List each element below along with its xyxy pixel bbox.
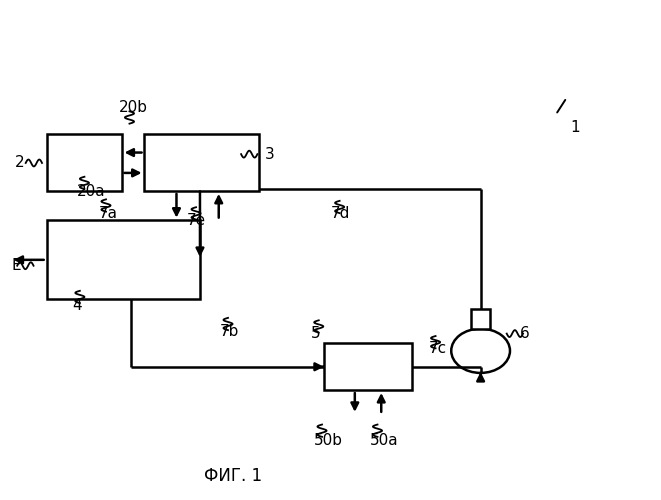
Text: 20b: 20b [118, 100, 147, 115]
Text: E: E [12, 258, 22, 273]
Text: 7a: 7a [98, 206, 118, 220]
Bar [324, 344, 412, 390]
Text: 2: 2 [15, 155, 25, 170]
Text: 7c: 7c [428, 341, 447, 356]
Text: 1: 1 [570, 120, 580, 134]
Text: 6: 6 [520, 326, 529, 341]
Text: 4: 4 [73, 298, 83, 312]
Text: ФИГ. 1: ФИГ. 1 [204, 467, 262, 485]
Bar [46, 134, 122, 191]
Text: 7d: 7d [330, 206, 350, 220]
Text: 5: 5 [311, 326, 321, 341]
Text: 20a: 20a [77, 184, 106, 198]
Text: 50a: 50a [369, 433, 399, 448]
Bar [471, 309, 490, 328]
Bar [145, 134, 258, 191]
Text: 7e: 7e [187, 213, 206, 228]
Text: 7b: 7b [219, 324, 239, 338]
Text: 50b: 50b [314, 433, 343, 448]
Bar [46, 220, 200, 299]
Text: 3: 3 [265, 146, 275, 162]
